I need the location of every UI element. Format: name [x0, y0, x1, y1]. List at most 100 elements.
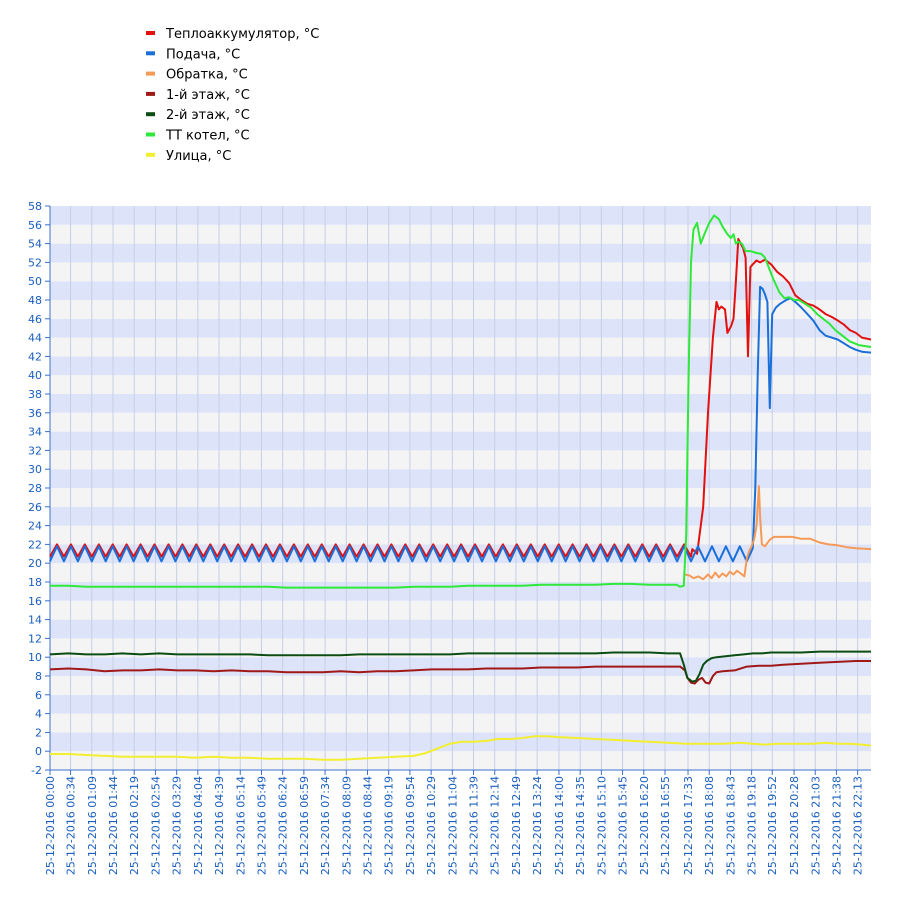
- x-tick-label: 25-12-2016 15:45: [617, 776, 630, 875]
- band: [50, 469, 871, 488]
- y-tick-label: 28: [28, 482, 42, 495]
- band: [50, 713, 871, 733]
- band: [50, 262, 871, 282]
- y-tick-label: -2: [31, 764, 42, 777]
- legend-swatch: [146, 91, 155, 96]
- legend-entry: Теплоаккумулятор, °С: [165, 27, 319, 42]
- x-tick-label: 25-12-2016 12:49: [510, 776, 523, 875]
- legend-entry: ТТ котел, °С: [165, 129, 250, 144]
- y-tick-label: 14: [28, 614, 42, 627]
- y-tick-label: 38: [28, 388, 42, 401]
- series-line: [49, 237, 872, 558]
- legend: Теплоаккумулятор, °С Подача, °С Обратка, °…: [146, 27, 319, 164]
- band: [50, 375, 871, 394]
- y-tick-label: 56: [28, 219, 42, 232]
- x-tick-label: 25-12-2016 05:14: [234, 776, 247, 875]
- x-tick-label: 25-12-2016 08:44: [361, 776, 374, 875]
- x-tick-label: 25-12-2016 04:04: [192, 776, 205, 875]
- band: [50, 694, 871, 714]
- x-tick-label: 25-12-2016 11:04: [446, 776, 459, 875]
- legend-entry: Подача, °С: [166, 47, 240, 62]
- x-tick-label: 25-12-2016 08:09: [340, 776, 353, 875]
- y-tick-label: 58: [28, 200, 42, 213]
- y-tick-label: 20: [28, 557, 42, 570]
- band: [50, 394, 871, 413]
- band: [50, 600, 871, 620]
- x-tick-label: 25-12-2016 06:59: [298, 776, 311, 875]
- band: [50, 450, 871, 470]
- band: [50, 506, 871, 526]
- x-tick-label: 25-12-2016 16:20: [638, 776, 651, 875]
- x-tick-label: 25-12-2016 05:49: [255, 776, 268, 875]
- y-tick-label: 2: [35, 726, 42, 739]
- band: [50, 431, 871, 451]
- series-line: [49, 650, 871, 683]
- y-tick-label: 22: [28, 538, 42, 551]
- y-tick-label: 34: [28, 426, 42, 439]
- legend-entry: Обратка, °С: [166, 68, 248, 83]
- y-tick-label: 24: [28, 520, 42, 533]
- band: [50, 412, 871, 432]
- y-tick-label: 16: [28, 595, 42, 608]
- legend-entry: Улица, °С: [166, 149, 231, 164]
- y-tick-label: 48: [28, 294, 42, 307]
- x-tick-label: 25-12-2016 01:44: [107, 776, 120, 875]
- x-tick-label: 25-12-2016 19:52: [766, 776, 779, 875]
- x-tick-label: 25-12-2016 03:29: [171, 776, 184, 875]
- series-line: [49, 660, 871, 685]
- plot-background-bands: [50, 206, 871, 770]
- series-line: [49, 285, 872, 563]
- band: [50, 676, 871, 695]
- band: [50, 488, 871, 507]
- y-tick-label: 26: [28, 501, 42, 514]
- x-tick-label: 25-12-2016 18:43: [724, 776, 737, 875]
- x-tick-label: 25-12-2016 07:34: [319, 776, 332, 875]
- band: [50, 751, 871, 770]
- band: [50, 224, 871, 244]
- series-line: [684, 485, 872, 581]
- band: [50, 525, 871, 545]
- x-tick-label: 25-12-2016 00:00: [44, 776, 57, 875]
- y-tick-label: 32: [28, 444, 42, 457]
- x-tick-label: 25-12-2016 13:24: [531, 776, 544, 875]
- y-tick-label: 6: [35, 689, 42, 702]
- x-tick-label: 25-12-2016 18:08: [703, 776, 716, 875]
- x-tick-label: 25-12-2016 21:38: [830, 776, 843, 875]
- x-tick-label: 25-12-2016 20:28: [788, 776, 801, 875]
- x-tick-label: 25-12-2016 15:10: [595, 776, 608, 875]
- x-tick-label: 25-12-2016 17:33: [682, 776, 695, 875]
- x-tick-label: 25-12-2016 19:18: [746, 776, 759, 875]
- band: [50, 337, 871, 357]
- y-tick-label: 36: [28, 407, 42, 420]
- x-tick-label: 25-12-2016 09:19: [383, 776, 396, 875]
- series-line: [50, 214, 872, 589]
- x-tick-label: 25-12-2016 10:29: [425, 776, 438, 875]
- x-tick-label: 25-12-2016 22:13: [852, 776, 865, 875]
- legend-swatch: [146, 112, 155, 117]
- x-tick-label: 25-12-2016 12:14: [489, 776, 502, 875]
- y-tick-label: 42: [28, 350, 42, 363]
- y-tick-label: 30: [28, 463, 42, 476]
- x-axis-ticks: 25-12-2016 00:00 25-12-2016 00:34 25-12-20…: [44, 770, 865, 875]
- band: [50, 563, 871, 582]
- y-tick-label: 0: [35, 745, 42, 758]
- y-tick-label: 4: [35, 708, 42, 721]
- y-tick-label: 18: [28, 576, 42, 589]
- legend-swatch: [146, 152, 155, 157]
- y-tick-label: 50: [28, 275, 42, 288]
- band: [50, 281, 871, 300]
- legend-swatch: [146, 51, 155, 56]
- y-tick-label: 44: [28, 332, 42, 345]
- y-tick-label: 46: [28, 313, 42, 326]
- x-tick-label: 25-12-2016 04:39: [213, 776, 226, 875]
- legend-swatch: [146, 31, 155, 35]
- band: [50, 300, 871, 319]
- band: [50, 619, 871, 639]
- band: [50, 318, 871, 338]
- x-tick-label: 25-12-2016 14:35: [574, 776, 587, 875]
- y-tick-label: 54: [28, 238, 42, 251]
- band: [50, 582, 871, 601]
- band: [50, 243, 871, 263]
- x-tick-label: 25-12-2016 00:34: [65, 776, 78, 875]
